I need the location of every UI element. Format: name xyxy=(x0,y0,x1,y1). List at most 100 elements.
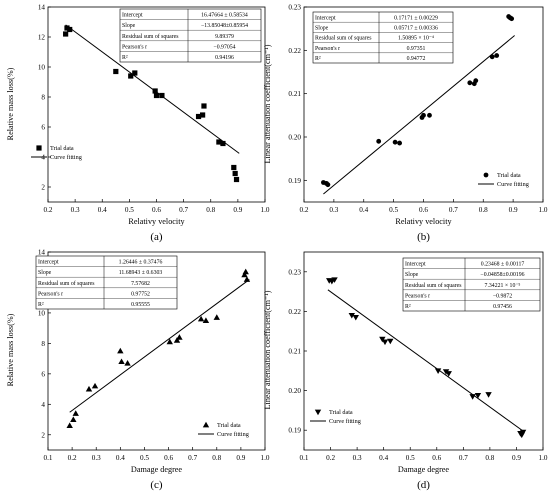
stats-label: Slope xyxy=(405,272,419,278)
data-point xyxy=(63,31,69,37)
fit-line xyxy=(323,35,515,195)
data-point xyxy=(132,70,138,76)
stats-value: −0.9872 xyxy=(493,293,512,299)
x-tick-label: 0.3 xyxy=(71,206,80,214)
data-point xyxy=(445,371,452,377)
x-tick-label: 0.3 xyxy=(353,454,362,462)
x-tick-label: 0.8 xyxy=(485,454,494,462)
legend-label-trial: Trial data xyxy=(329,409,353,416)
stats-value: 0.97456 xyxy=(493,304,512,310)
data-point xyxy=(232,170,238,177)
stats-table xyxy=(312,11,454,64)
data-point xyxy=(117,347,124,354)
data-point xyxy=(152,88,158,94)
stats-value: 7.57682 xyxy=(131,281,150,287)
stats-value: 7.34221 × 10⁻⁵ xyxy=(485,283,521,289)
data-point xyxy=(213,314,220,320)
x-tick-label: 0.9 xyxy=(509,206,518,214)
stats-label: Pearson's r xyxy=(315,46,340,52)
data-point xyxy=(153,92,160,99)
x-tick-label: 0.2 xyxy=(68,454,77,462)
stats-label: Residual sum of squares xyxy=(38,280,95,287)
x-axis-label: Damage degree xyxy=(131,465,183,474)
y-tick-label: 0.23 xyxy=(288,4,301,12)
legend-label-trial: Trial data xyxy=(497,172,521,179)
stats-label: Slope xyxy=(315,26,329,32)
x-tick-label: 0.2 xyxy=(44,206,53,214)
data-point xyxy=(70,416,77,422)
x-tick-label: 0.7 xyxy=(179,206,188,214)
data-point xyxy=(473,78,479,84)
stats-table xyxy=(402,257,541,312)
x-tick-label: 0.2 xyxy=(326,454,335,462)
stats-table xyxy=(35,255,178,310)
x-tick-label: 1.0 xyxy=(539,454,548,462)
data-point xyxy=(85,385,93,392)
data-point xyxy=(220,140,226,147)
data-point xyxy=(352,314,359,321)
x-tick-label: 0.9 xyxy=(236,454,245,462)
fit-line xyxy=(327,289,525,433)
data-point xyxy=(243,276,251,282)
y-tick-label: 0.23 xyxy=(288,268,301,276)
stats-value: 1.26446 ± 0.37476 xyxy=(119,260,163,266)
data-point xyxy=(348,312,355,319)
x-tick-label: 0.1 xyxy=(300,454,309,462)
data-point xyxy=(421,112,426,118)
panel-caption: (c) xyxy=(150,479,163,491)
stats-value: 0.97351 xyxy=(407,46,426,52)
legend-label-trial: Trial data xyxy=(50,145,74,152)
data-point xyxy=(485,392,492,398)
data-point xyxy=(434,368,442,374)
x-tick-label: 0.1 xyxy=(44,454,53,462)
stats-label: Residual sum of squares xyxy=(405,282,462,289)
data-point xyxy=(325,182,331,188)
x-tick-label: 0.2 xyxy=(300,206,309,214)
chart-panel: 0.1 0.2 0.3 0.4 0.5 0.6 0.7 0.8 0.9 1.0 0.19 0.20 0.… xyxy=(263,251,548,491)
data-point xyxy=(241,271,248,278)
y-tick-label: 0.22 xyxy=(288,47,301,55)
data-point xyxy=(91,382,99,389)
legend-marker xyxy=(202,421,210,428)
data-point xyxy=(427,112,432,118)
x-tick-label: 0.4 xyxy=(116,454,125,462)
stats-value: 0.94196 xyxy=(215,55,234,61)
stats-label: Slope xyxy=(122,23,136,29)
data-point xyxy=(195,113,202,120)
stats-label: Pearson's r xyxy=(122,44,147,50)
x-tick-label: 1.0 xyxy=(261,454,270,462)
data-point xyxy=(64,25,70,31)
data-point xyxy=(467,80,473,86)
data-point xyxy=(113,68,119,75)
stats-value: 0.05717 ± 0.00336 xyxy=(394,26,438,32)
data-point xyxy=(201,103,207,109)
legend-marker xyxy=(314,409,322,416)
x-tick-label: 0.7 xyxy=(188,454,197,462)
panel-caption: (d) xyxy=(417,479,430,491)
y-tick-label: 4 xyxy=(41,401,45,409)
data-point xyxy=(231,164,237,171)
stats-value: 0.17171 ± 0.00229 xyxy=(394,15,438,21)
data-point xyxy=(469,394,476,400)
data-point xyxy=(197,315,205,322)
stats-value: 11.68943 ± 0.6303 xyxy=(119,270,163,276)
data-point xyxy=(242,268,249,275)
y-tick-label: 6 xyxy=(41,370,45,378)
fit-line xyxy=(69,279,250,413)
chart-panel: 0.20.30.40.50.60.70.80.91.02468101214Rel… xyxy=(6,4,270,244)
stats-label: Residual sum of squares xyxy=(315,35,372,42)
y-tick-label: 6 xyxy=(41,124,45,132)
legend-label-fit: Curve fitting xyxy=(497,181,529,188)
x-tick-label: 0.6 xyxy=(164,454,173,462)
x-tick-label: 0.5 xyxy=(140,454,149,462)
stats-value: 0.97752 xyxy=(131,291,150,297)
stats-label: Residual sum of squares xyxy=(122,33,179,40)
data-point xyxy=(376,138,382,144)
y-tick-label: 0.22 xyxy=(288,308,301,316)
data-point xyxy=(331,277,338,283)
data-point xyxy=(519,429,527,436)
stats-label: Pearson's r xyxy=(405,293,430,299)
y-tick-label: 10 xyxy=(38,309,46,317)
stats-label: Intercept xyxy=(122,13,143,19)
y-tick-label: 0.20 xyxy=(288,134,301,142)
